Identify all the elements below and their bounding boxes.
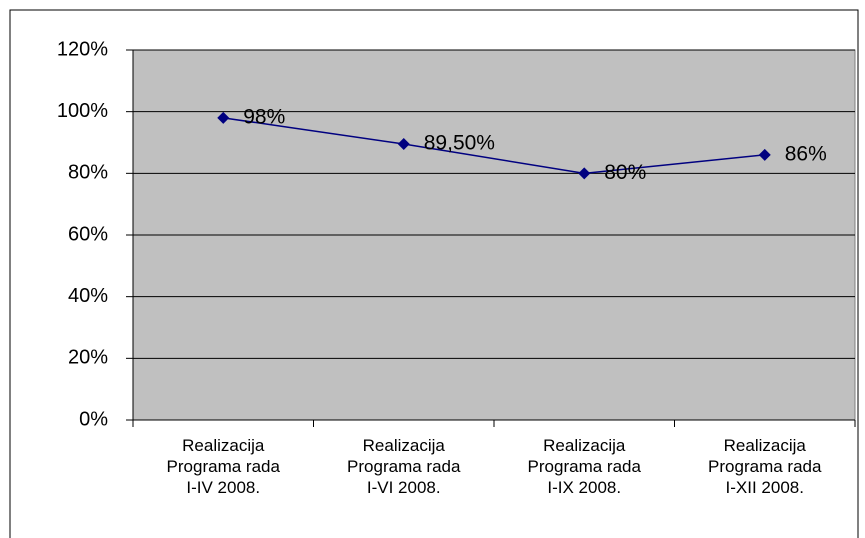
- frame: [9, 9, 859, 538]
- x-tick-label: Realizacija Programa rada I-XII 2008.: [708, 436, 822, 497]
- y-tick-label: 20%: [68, 347, 108, 369]
- value-label: 80%: [604, 161, 646, 184]
- x-tick-label: Realizacija Programa rada I-VI 2008.: [347, 436, 461, 497]
- y-tick-label: 120%: [57, 38, 108, 60]
- marker: [578, 167, 591, 180]
- y-tick-label: 100%: [57, 100, 108, 122]
- x-tick-label: Realizacija Programa rada I-IV 2008.: [167, 436, 281, 497]
- y-tick-label: 0%: [79, 408, 108, 430]
- y-tick-label: 40%: [68, 285, 108, 307]
- marker: [758, 148, 771, 161]
- marker: [397, 138, 410, 151]
- y-tick-label: 60%: [68, 223, 108, 245]
- value-label: 98%: [243, 105, 285, 128]
- marker: [217, 111, 230, 124]
- line: [223, 117, 765, 175]
- y-tick-label: 80%: [68, 162, 108, 184]
- x-tick-label: Realizacija Programa rada I-IX 2008.: [528, 436, 642, 497]
- value-label: 89,50%: [424, 132, 495, 155]
- value-label: 86%: [785, 142, 827, 165]
